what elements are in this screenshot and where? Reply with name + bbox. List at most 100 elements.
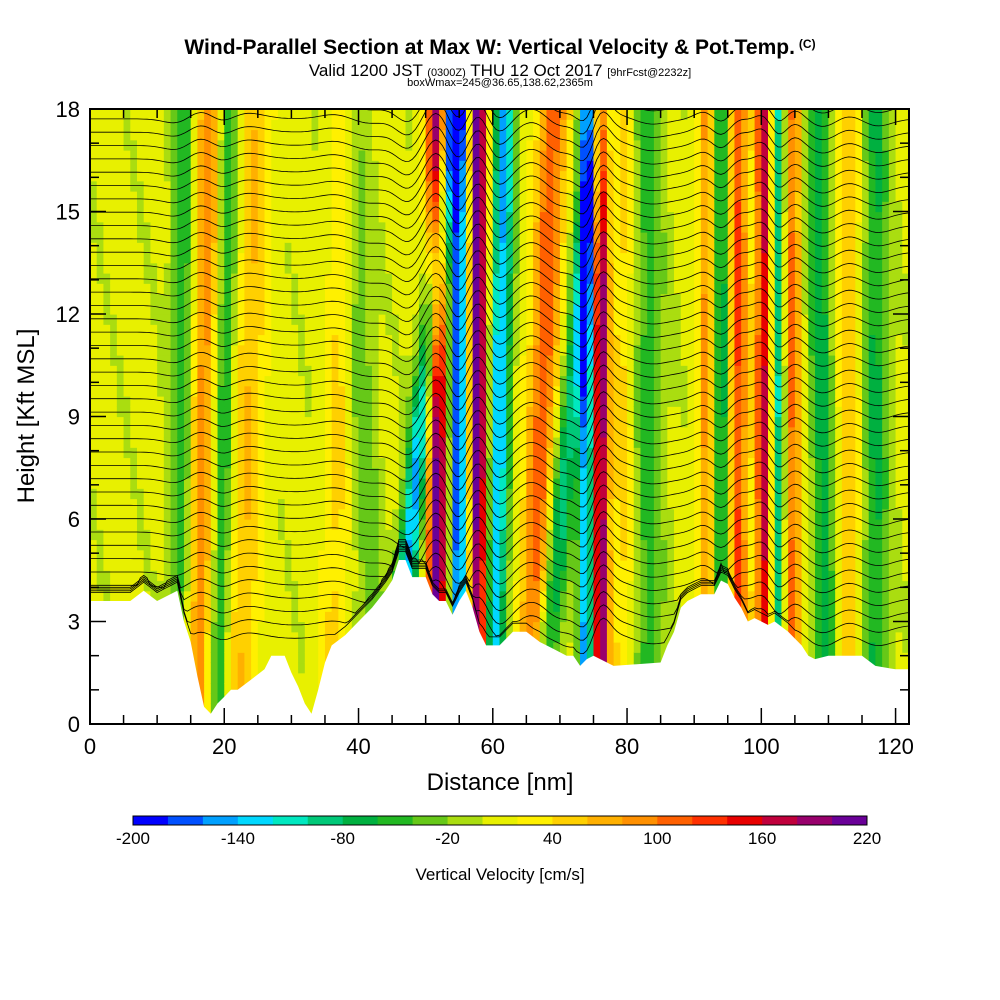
heatmap-cell [405,119,413,131]
heatmap-cell [580,252,588,264]
heatmap-cell [580,611,588,623]
heatmap-cell [304,334,313,346]
heatmap-cell [539,334,548,346]
heatmap-cell [486,344,494,356]
heatmap-cell [566,385,574,397]
heatmap-cell [204,529,212,541]
heatmap-cell [418,375,427,387]
heatmap-cell [533,631,541,643]
heatmap-cell [640,621,648,633]
heatmap-cell [204,150,212,161]
heatmap-cell [620,150,628,161]
heatmap-cell [580,447,588,459]
heatmap-cell [633,652,642,664]
heatmap-cell [304,283,313,295]
heatmap-cell [311,590,319,602]
heatmap-cell [445,211,454,223]
heatmap-cell [539,539,548,551]
heatmap-cell [425,201,433,213]
heatmap-cell [311,437,319,448]
heatmap-cell [224,262,232,274]
heatmap-cell [230,150,239,161]
heatmap-cell [613,652,621,664]
heatmap-cell [633,160,642,172]
heatmap-cell [150,396,158,407]
heatmap-cell [116,119,125,131]
heatmap-cell [533,180,541,192]
heatmap-cell [110,334,118,346]
heatmap-cell [338,139,346,151]
heatmap-cell [271,355,279,366]
heatmap-cell [291,170,299,182]
heatmap-cell [633,478,642,489]
heatmap-cell [425,457,433,469]
heatmap-cell [539,221,548,233]
heatmap-cell [130,375,138,387]
heatmap-cell [110,344,118,356]
heatmap-cell [412,314,420,325]
heatmap-cell [170,355,178,366]
heatmap-cell [251,508,259,520]
heatmap-cell [445,365,454,377]
heatmap-cell [533,426,541,438]
heatmap-cell [559,437,568,448]
heatmap-cell [533,252,541,264]
heatmap-cell [291,672,299,684]
heatmap-cell [553,160,561,172]
heatmap-cell [613,232,621,243]
heatmap-cell [183,426,192,438]
heatmap-cell [465,232,474,243]
heatmap-cell [345,601,353,612]
heatmap-cell [345,129,353,141]
heatmap-cell [190,232,199,243]
heatmap-cell [345,488,353,500]
heatmap-cell [90,560,98,571]
heatmap-cell [378,549,386,561]
heatmap-cell [620,437,628,448]
heatmap-cell [136,396,145,407]
heatmap-cell [291,601,299,612]
heatmap-cell [620,457,628,469]
heatmap-cell [486,160,494,172]
heatmap-cell [183,580,192,592]
heatmap-cell [459,314,467,325]
heatmap-cell [217,303,225,315]
heatmap-cell [519,406,527,418]
heatmap-cell [492,170,501,182]
heatmap-cell [586,560,595,571]
heatmap-cell [338,344,346,356]
heatmap-cell [486,498,494,510]
heatmap-cell [627,519,635,530]
heatmap-cell [553,355,561,366]
heatmap-cell [512,242,521,254]
heatmap-cell [90,478,98,489]
heatmap-cell [492,314,501,325]
heatmap-cell [559,375,568,387]
heatmap-cell [627,365,635,377]
heatmap-cell [204,662,212,674]
heatmap-cell [647,601,655,612]
heatmap-cell [210,437,219,448]
heatmap-cell [358,580,366,592]
heatmap-cell [150,262,158,274]
heatmap-cell [553,478,561,489]
heatmap-cell [620,139,628,151]
heatmap-cell [318,601,326,612]
heatmap-cell [365,508,373,520]
heatmap-cell [405,170,413,182]
heatmap-cell [600,201,608,213]
heatmap-cell [647,621,655,633]
heatmap-cell [150,375,158,387]
heatmap-cell [526,447,534,459]
heatmap-cell [593,437,601,448]
heatmap-cell [345,396,353,407]
heatmap-cell [190,355,199,366]
heatmap-cell [519,242,527,254]
heatmap-cell [304,652,313,664]
heatmap-cell [613,355,621,366]
heatmap-cell [633,416,642,428]
heatmap-cell [492,570,501,582]
heatmap-cell [311,642,319,653]
heatmap-cell [103,191,111,202]
heatmap-cell [613,478,621,489]
